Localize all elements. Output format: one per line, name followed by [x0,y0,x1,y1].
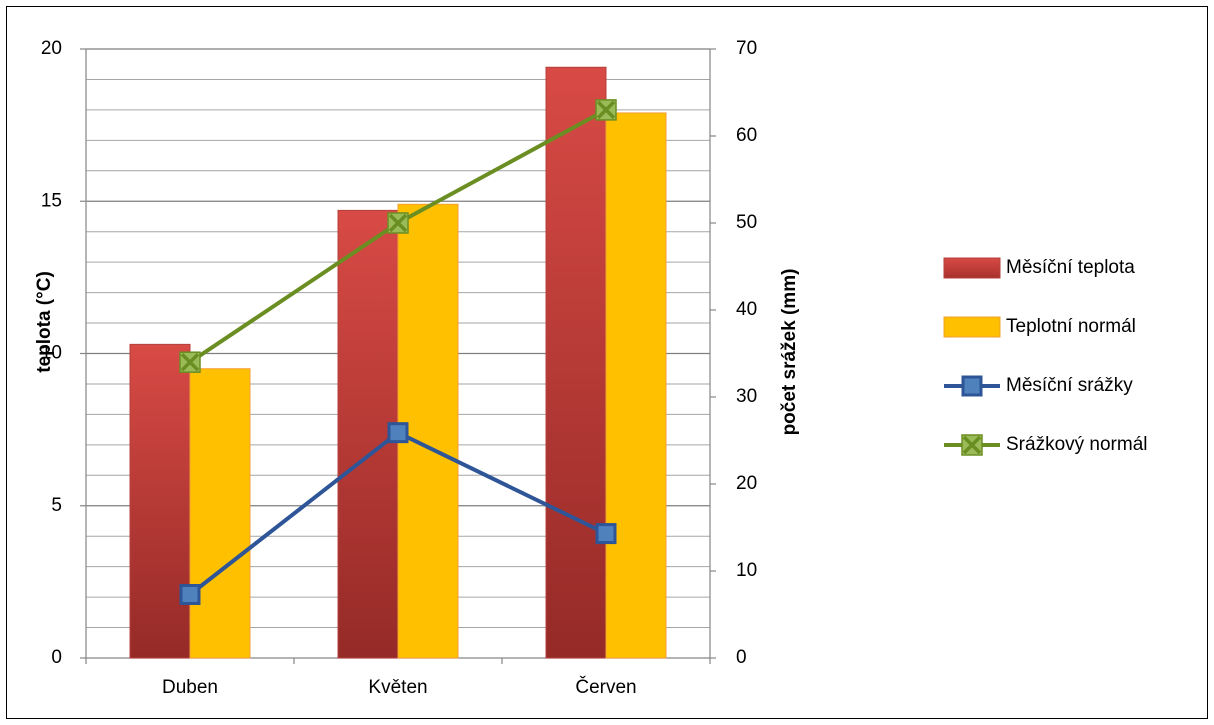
legend-item: Srážkový normál [944,434,1148,456]
data-point-square [387,422,409,444]
data-point-x [961,434,983,456]
y2-tick-label: 0 [736,647,747,668]
y-tick-label: 15 [41,190,62,211]
bars [129,66,667,659]
y2-tick-label: 70 [736,38,757,59]
x-tick-label: Květen [368,677,427,698]
y2-tick-label: 30 [736,386,757,407]
bar [545,66,607,659]
legend-swatch [943,257,1001,279]
legend-item: Teplotní normál [943,316,1136,338]
y-tick-label: 0 [51,647,62,668]
y2-tick-label: 50 [736,212,757,233]
y2-tick-label: 10 [736,560,757,581]
bar [129,343,191,659]
y-tick-label: 20 [41,38,62,59]
legend-label: Měsíční srážky [1006,375,1133,396]
data-point-x [387,212,409,234]
legend-item: Měsíční teplota [943,257,1135,279]
legend-item: Měsíční srážky [944,375,1133,397]
y-tick-label: 5 [51,495,62,516]
data-point-square [961,375,983,397]
y2-tick-label: 60 [736,125,757,146]
y2-tick-label: 20 [736,473,757,494]
y-axis-title: teplota (°C) [34,271,55,373]
bar [189,368,251,659]
legend-swatch [943,316,1001,338]
y2-tick-label: 40 [736,299,757,320]
data-point-square [179,583,201,605]
x-tick-label: Červen [575,676,636,698]
lines [179,99,617,605]
x-tick-label: Duben [162,677,218,698]
legend-label: Měsíční teplota [1006,257,1135,278]
legend-label: Teplotní normál [1006,316,1136,337]
data-point-x [179,351,201,373]
marker-cross-b [388,213,408,233]
bar [605,112,667,659]
data-point-x [595,99,617,121]
data-point-square [595,523,617,545]
legend-label: Srážkový normál [1006,434,1148,455]
marker-cross-b [596,100,616,120]
legend: Měsíční teplota Teplotní normál Měsíční sr… [943,257,1148,456]
marker-cross-b [962,435,982,455]
marker-cross-b [180,352,200,372]
tick-labels: 0 5 10 15 20 0 10 20 30 40 50 60 70 Duben Květen Červen [41,38,757,698]
y2-axis-title: počet srážek (mm) [779,269,800,436]
y-tick-label: 10 [41,343,62,364]
